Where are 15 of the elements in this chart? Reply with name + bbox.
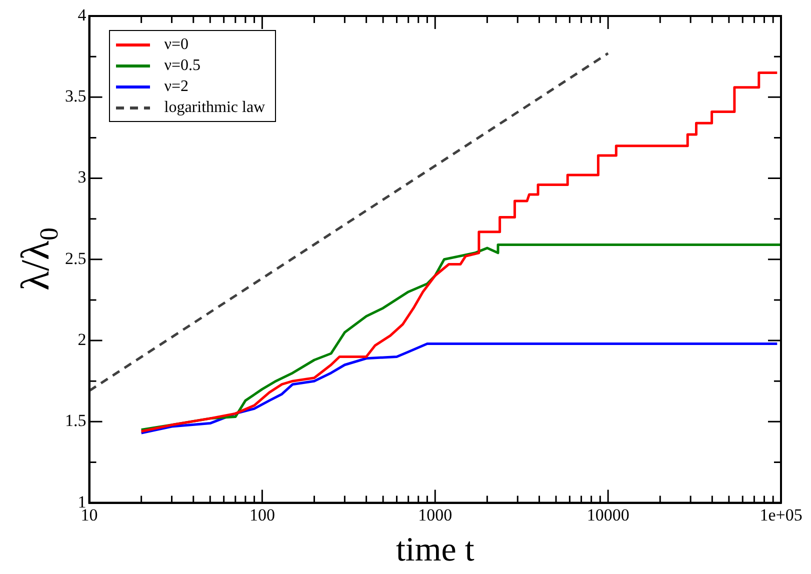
x-tick-label: 100 — [249, 505, 275, 524]
y-tick-label: 3.5 — [65, 86, 86, 106]
x-tick-label: 1000 — [418, 505, 452, 524]
legend-label: ν=0 — [164, 36, 189, 54]
y-tick-label: 3 — [78, 168, 86, 187]
x-tick-label: 1e+05 — [760, 505, 802, 524]
legend-label: ν=0.5 — [164, 56, 201, 74]
y-tick-label: 2 — [78, 330, 86, 349]
y-tick-label: 2.5 — [65, 248, 86, 268]
y-tick-label: 1.5 — [65, 411, 86, 430]
y-tick-label: 4 — [78, 5, 87, 24]
x-tick-label: 10000 — [586, 505, 630, 524]
legend-label: ν=2 — [164, 78, 189, 96]
x-axis-title: time t — [396, 532, 475, 569]
legend-label: logarithmic law — [164, 98, 266, 116]
